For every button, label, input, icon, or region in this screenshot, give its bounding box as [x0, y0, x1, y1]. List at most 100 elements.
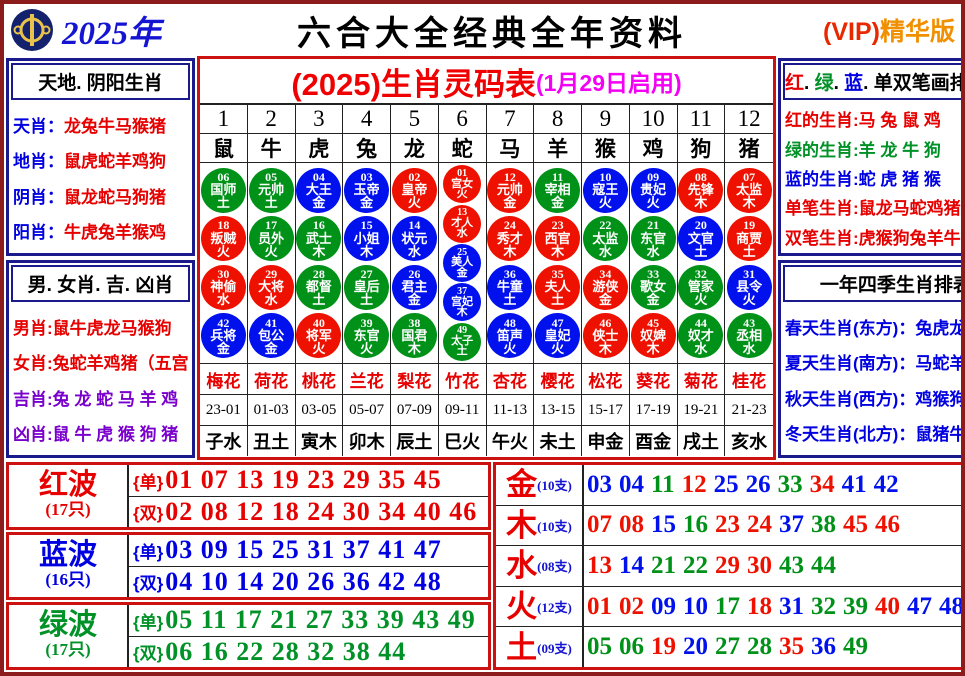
color-stroke-row: 红的生肖:马 兔 鼠 鸡	[785, 106, 961, 131]
ball-number: 16	[312, 218, 325, 233]
zodiac-name: 龙	[391, 134, 439, 163]
ball-title: 寇王	[592, 181, 619, 197]
element-number: 06	[619, 633, 644, 661]
element-number: 31	[779, 592, 804, 620]
number-ball: 19 商贾土	[726, 216, 772, 262]
time-range: 07-09	[391, 395, 439, 426]
ball-element: 金	[216, 340, 230, 356]
season-row: 秋天生肖(西方)：鸡猴狗	[785, 385, 961, 410]
ball-number: 10	[599, 169, 612, 184]
earthly-branch: 辰土	[391, 426, 439, 456]
ball-number: 06	[217, 169, 230, 184]
ball-title: 皇后	[353, 279, 380, 295]
male-female-row-label: 男肖:	[13, 319, 53, 339]
column-number: 3	[295, 105, 344, 134]
zodiac-name: 羊	[534, 134, 582, 163]
ball-element: 水	[598, 243, 612, 259]
number-ball: 25 美人金	[443, 243, 482, 282]
vip-badge-prefix: (VIP)	[823, 18, 880, 46]
four-seasons-box-title: 一年四季生肖排表	[783, 265, 961, 302]
number-ball: 33 歌女金	[630, 264, 676, 310]
number-ball: 11 宰相金	[535, 167, 581, 213]
color-stroke-row-label: 单笔生肖:	[785, 199, 859, 219]
earthly-branch: 未土	[534, 426, 582, 456]
ball-element: 水	[264, 292, 278, 308]
element-number: 36	[811, 633, 836, 661]
table-title-main: (2025)生肖灵码表	[291, 66, 536, 102]
male-female-luck-box: 男. 女肖. 吉. 凶肖 男肖:鼠牛虎龙马猴狗 女肖:兔蛇羊鸡猪（五宫 吉肖:兔 龙…	[6, 260, 195, 458]
number-ball: 22 太监水	[582, 216, 628, 262]
ball-number: 37	[457, 286, 468, 298]
time-range: 03-05	[295, 395, 344, 426]
element-number: 42	[873, 470, 899, 498]
color-stroke-row: 绿的生肖:羊 龙 牛 狗	[785, 136, 961, 161]
year-label: 2025年	[62, 16, 161, 52]
number-ball: 37 宫妃木	[443, 283, 482, 322]
ball-column: 04 大王金 16 武士木 28 都督土 40 将军火	[295, 163, 344, 364]
ball-column: 07 太监木 19 商贾土 31 县令火 43 丞相水	[725, 163, 773, 364]
element-number: 15	[651, 511, 676, 539]
zodiac-name: 鼠	[200, 134, 248, 163]
ball-number: 12	[503, 169, 516, 184]
element-numbers: 13 14 21 22 29 30 43 44	[584, 551, 961, 580]
ball-element: 火	[312, 340, 326, 356]
ball-number: 05	[265, 169, 278, 184]
element-number: 30	[747, 551, 772, 579]
sky-earth-row-label: 阴肖：	[13, 187, 64, 207]
number-ball: 41 包公金	[248, 313, 294, 359]
number-ball: 07 太监木	[726, 167, 772, 213]
element-number: 39	[843, 592, 868, 620]
ball-title: 先锋	[687, 181, 714, 197]
element-row: 木 (10支) 07 08 15 16 23 24 37 38 45 46	[496, 504, 961, 546]
male-female-row: 凶肖:鼠 牛 虎 猴 狗 猪	[13, 420, 188, 445]
earthly-branch: 卯木	[343, 426, 391, 456]
ball-title: 太子	[451, 334, 474, 347]
element-numbers: 05 06 19 20 27 28 35 36 49	[584, 633, 961, 661]
number-ball: 01 宫女火	[443, 165, 482, 204]
ball-number: 23	[551, 218, 564, 233]
element-row: 土 (09支) 05 06 19 20 27 28 35 36 49	[496, 626, 961, 667]
vip-badge-suffix: 精华版	[879, 18, 955, 46]
season-row-value: 兔虎龙	[915, 319, 965, 339]
element-number: 13	[587, 551, 612, 579]
time-range: 19-21	[677, 395, 726, 426]
wave-label: 绿波 (17只)	[9, 605, 129, 667]
title-segment: 单双笔画排肖表	[873, 73, 965, 94]
ball-number: 42	[217, 315, 230, 330]
male-female-row: 男肖:鼠牛虎龙马猴狗	[13, 314, 188, 339]
sky-earth-row-value: 鼠龙蛇马狗猪	[64, 187, 166, 207]
season-row-value: 马蛇羊	[915, 354, 965, 374]
brand-globe-icon	[11, 9, 53, 51]
zodiac-name: 牛	[247, 134, 296, 163]
wave-even-row: {双} 06 16 22 28 32 38 44	[129, 635, 488, 668]
color-stroke-row: 双笔生肖:虎猴狗兔羊牛	[785, 224, 961, 249]
number-ball: 39 东官火	[344, 313, 390, 359]
element-number: 24	[747, 511, 772, 539]
ball-title: 状元	[401, 230, 428, 246]
ball-element: 木	[551, 243, 565, 259]
ball-title: 西官	[544, 230, 571, 246]
element-number: 14	[619, 551, 644, 579]
number-ball: 17 员外火	[248, 216, 294, 262]
column-number: 5	[391, 105, 439, 134]
ball-number: 44	[694, 315, 707, 330]
element-number: 32	[811, 592, 836, 620]
flower-name: 竹花	[438, 364, 487, 395]
ball-title: 管家	[687, 279, 714, 295]
element-number: 25	[713, 470, 739, 498]
element-number: 23	[715, 511, 740, 539]
zodiac-name: 虎	[295, 134, 344, 163]
element-row: 水 (08支) 13 14 21 22 29 30 43 44	[496, 545, 961, 586]
wave-odd-row-numbers: 03 09 15 25 31 37 41 47	[165, 535, 442, 565]
number-ball: 26 君主金	[391, 264, 437, 310]
ball-element: 火	[216, 243, 230, 259]
ball-element: 火	[360, 340, 374, 356]
element-number: 03	[587, 470, 612, 498]
element-number: 37	[779, 511, 804, 539]
ball-element: 土	[551, 292, 565, 308]
flower-name: 菊花	[677, 364, 726, 395]
element-number: 04	[619, 470, 644, 498]
ball-title: 元帅	[496, 181, 523, 197]
